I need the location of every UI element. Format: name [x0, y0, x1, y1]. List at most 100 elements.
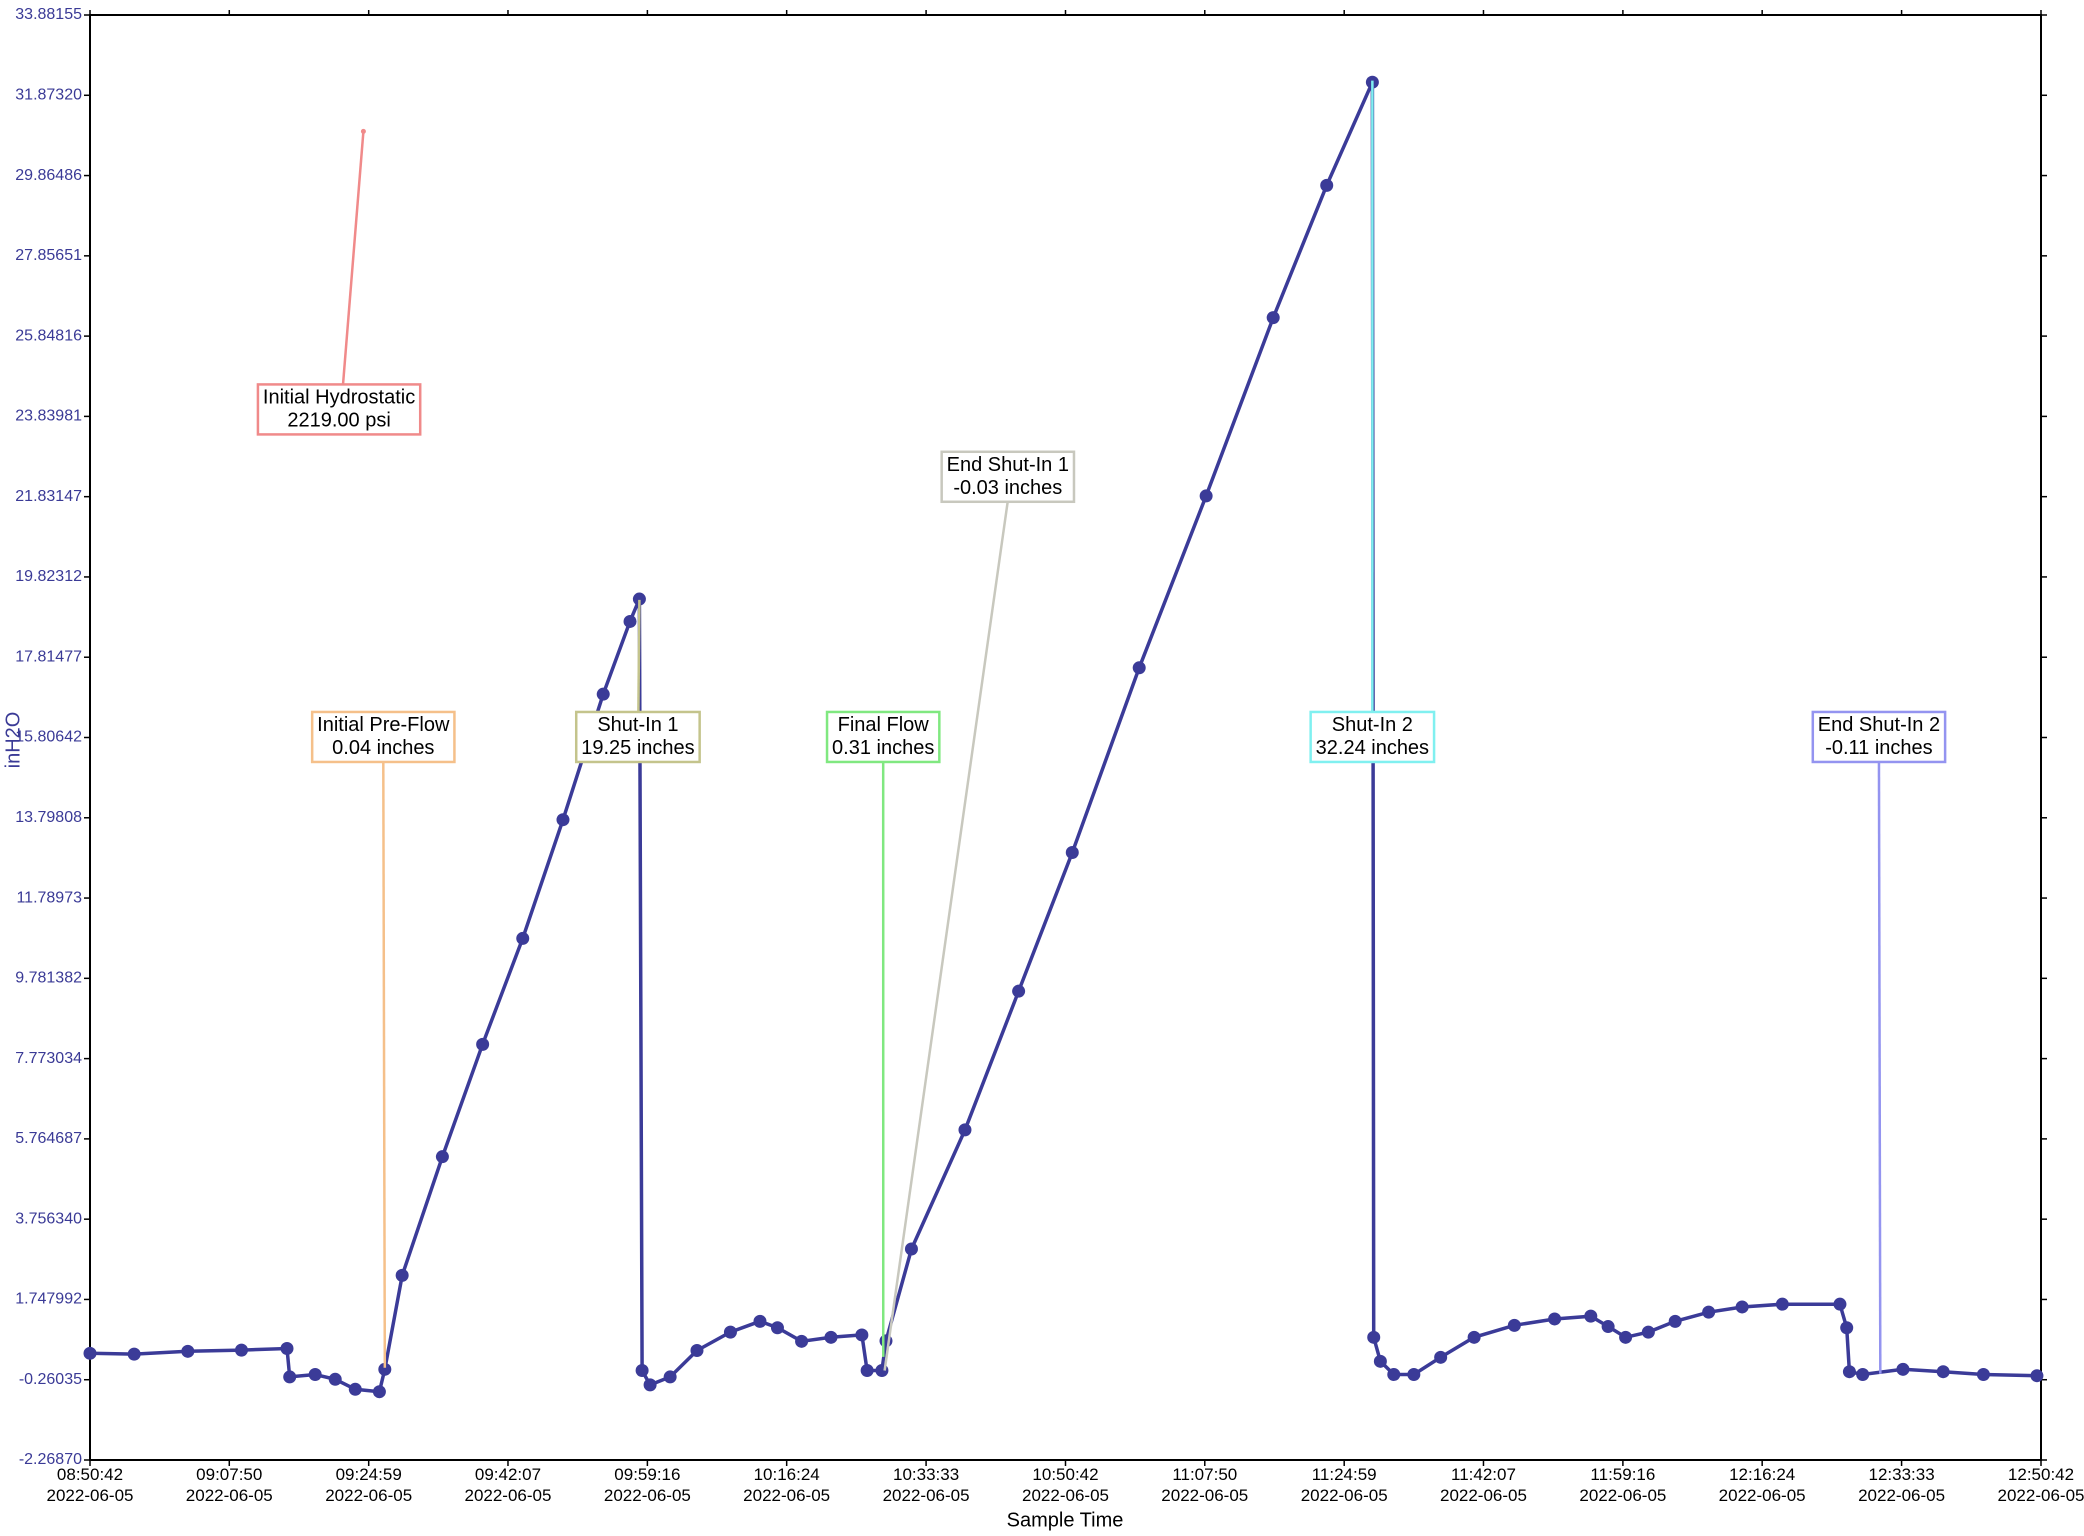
x-tick-label: 10:33:33 2022-06-05 [883, 1465, 970, 1505]
y-tick-label: 19.82312 [15, 568, 82, 585]
data-point [2030, 1369, 2044, 1383]
data-point [1619, 1330, 1633, 1344]
x-tick-label: 11:07:50 2022-06-05 [1161, 1465, 1248, 1505]
x-tick-label: 09:07:50 2022-06-05 [186, 1465, 273, 1505]
data-point [1407, 1368, 1421, 1382]
data-point [234, 1343, 248, 1357]
data-point [855, 1328, 869, 1342]
annotation-text: Shut-In 1 [597, 714, 678, 736]
data-point [1065, 845, 1079, 859]
data-point [1507, 1318, 1521, 1332]
data-point [283, 1370, 297, 1384]
data-point [643, 1378, 657, 1392]
y-tick-label: 27.85651 [15, 247, 82, 264]
data-point [476, 1037, 490, 1051]
annotation-text: 0.04 inches [332, 737, 434, 759]
x-tick-label: 10:50:42 2022-06-05 [1022, 1465, 1109, 1505]
annotation-text: 2219.00 psi [287, 410, 390, 432]
y-tick-label: 33.88155 [15, 6, 82, 23]
y-tick-label: 9.781382 [15, 970, 82, 987]
y-tick-label: 21.83147 [15, 488, 82, 505]
data-point [1668, 1314, 1682, 1328]
annotation-leader [337, 131, 365, 434]
y-tick-label: 31.87320 [15, 86, 82, 103]
annotation-text: 0.31 inches [832, 737, 934, 759]
annotation-text: Initial Hydrostatic [263, 387, 415, 409]
y-tick-label: -2.26870 [19, 1451, 82, 1468]
y-tick-label: 11.78973 [16, 889, 82, 906]
annotation-text: 19.25 inches [581, 737, 694, 759]
annotation-leader [1877, 760, 1882, 1374]
data-point [1387, 1368, 1401, 1382]
data-point [1775, 1297, 1789, 1311]
x-tick-label: 10:16:24 2022-06-05 [743, 1465, 830, 1505]
data-point [1856, 1368, 1870, 1382]
data-point [1012, 984, 1026, 998]
data-point [1833, 1297, 1847, 1311]
data-point [1548, 1312, 1562, 1326]
x-tick-label: 11:59:16 2022-06-05 [1579, 1465, 1666, 1505]
data-point [308, 1368, 322, 1382]
data-point [1132, 661, 1146, 675]
data-point [632, 592, 646, 606]
x-tick-label: 11:24:59 2022-06-05 [1301, 1465, 1388, 1505]
x-tick-label: 09:42:07 2022-06-05 [464, 1465, 551, 1505]
annotation-leader [883, 500, 1010, 1371]
annotation-text: Initial Pre-Flow [317, 714, 450, 736]
y-tick-label: 3.756340 [15, 1210, 82, 1227]
annotation-box [310, 710, 456, 764]
data-point [635, 1364, 649, 1378]
annotation-text: -0.03 inches [953, 477, 1062, 499]
data-point [1976, 1368, 1990, 1382]
data-point [348, 1382, 362, 1396]
data-point [1840, 1321, 1854, 1335]
data-point [596, 687, 610, 701]
data-point [1896, 1362, 1910, 1376]
data-point [1601, 1320, 1615, 1334]
annotation-leader [382, 760, 387, 1368]
annotation-text: 32.24 inches [1316, 737, 1429, 759]
y-tick-label: -0.26035 [19, 1371, 82, 1388]
data-point [1373, 1354, 1387, 1368]
x-tick-label: 12:33:33 2022-06-05 [1858, 1465, 1945, 1505]
data-point [860, 1364, 874, 1378]
data-point [83, 1346, 97, 1360]
y-tick-label: 13.79808 [15, 809, 82, 826]
data-point [378, 1362, 392, 1376]
annotation-point [360, 128, 366, 134]
annotation-text: End Shut-In 2 [1818, 714, 1940, 736]
x-axis-label: Sample Time [1007, 1509, 1124, 1531]
y-tick-label: 17.81477 [15, 648, 82, 665]
data-point [753, 1314, 767, 1328]
y-tick-label: 29.86486 [15, 167, 82, 184]
data-point [1199, 489, 1213, 503]
y-axis-label: inH2O [2, 712, 24, 769]
data-point [824, 1330, 838, 1344]
annotation-box [825, 710, 941, 764]
data-point [372, 1385, 386, 1399]
data-point [1842, 1365, 1856, 1379]
data-point [395, 1268, 409, 1282]
data-point [556, 813, 570, 827]
data-point [795, 1334, 809, 1348]
x-tick-label: 08:50:42 2022-06-05 [47, 1465, 134, 1505]
data-point [770, 1321, 784, 1335]
data-point [1936, 1365, 1950, 1379]
data-point [127, 1347, 141, 1361]
data-point [723, 1325, 737, 1339]
annotation-box [1811, 710, 1947, 764]
x-tick-label: 09:59:16 2022-06-05 [604, 1465, 691, 1505]
annotation-text: Shut-In 2 [1332, 714, 1413, 736]
data-point [516, 931, 530, 945]
y-tick-label: 5.764687 [15, 1130, 82, 1147]
y-tick-label: 23.83981 [15, 408, 82, 425]
x-tick-label: 12:16:24 2022-06-05 [1719, 1465, 1806, 1505]
data-point [958, 1123, 972, 1137]
annotation-text: -0.11 inches [1825, 737, 1932, 759]
x-tick-label: 11:42:07 2022-06-05 [1440, 1465, 1527, 1505]
data-point [435, 1150, 449, 1164]
data-point [690, 1344, 704, 1358]
annotation-text: Final Flow [838, 714, 930, 736]
annotation-box [256, 383, 422, 436]
